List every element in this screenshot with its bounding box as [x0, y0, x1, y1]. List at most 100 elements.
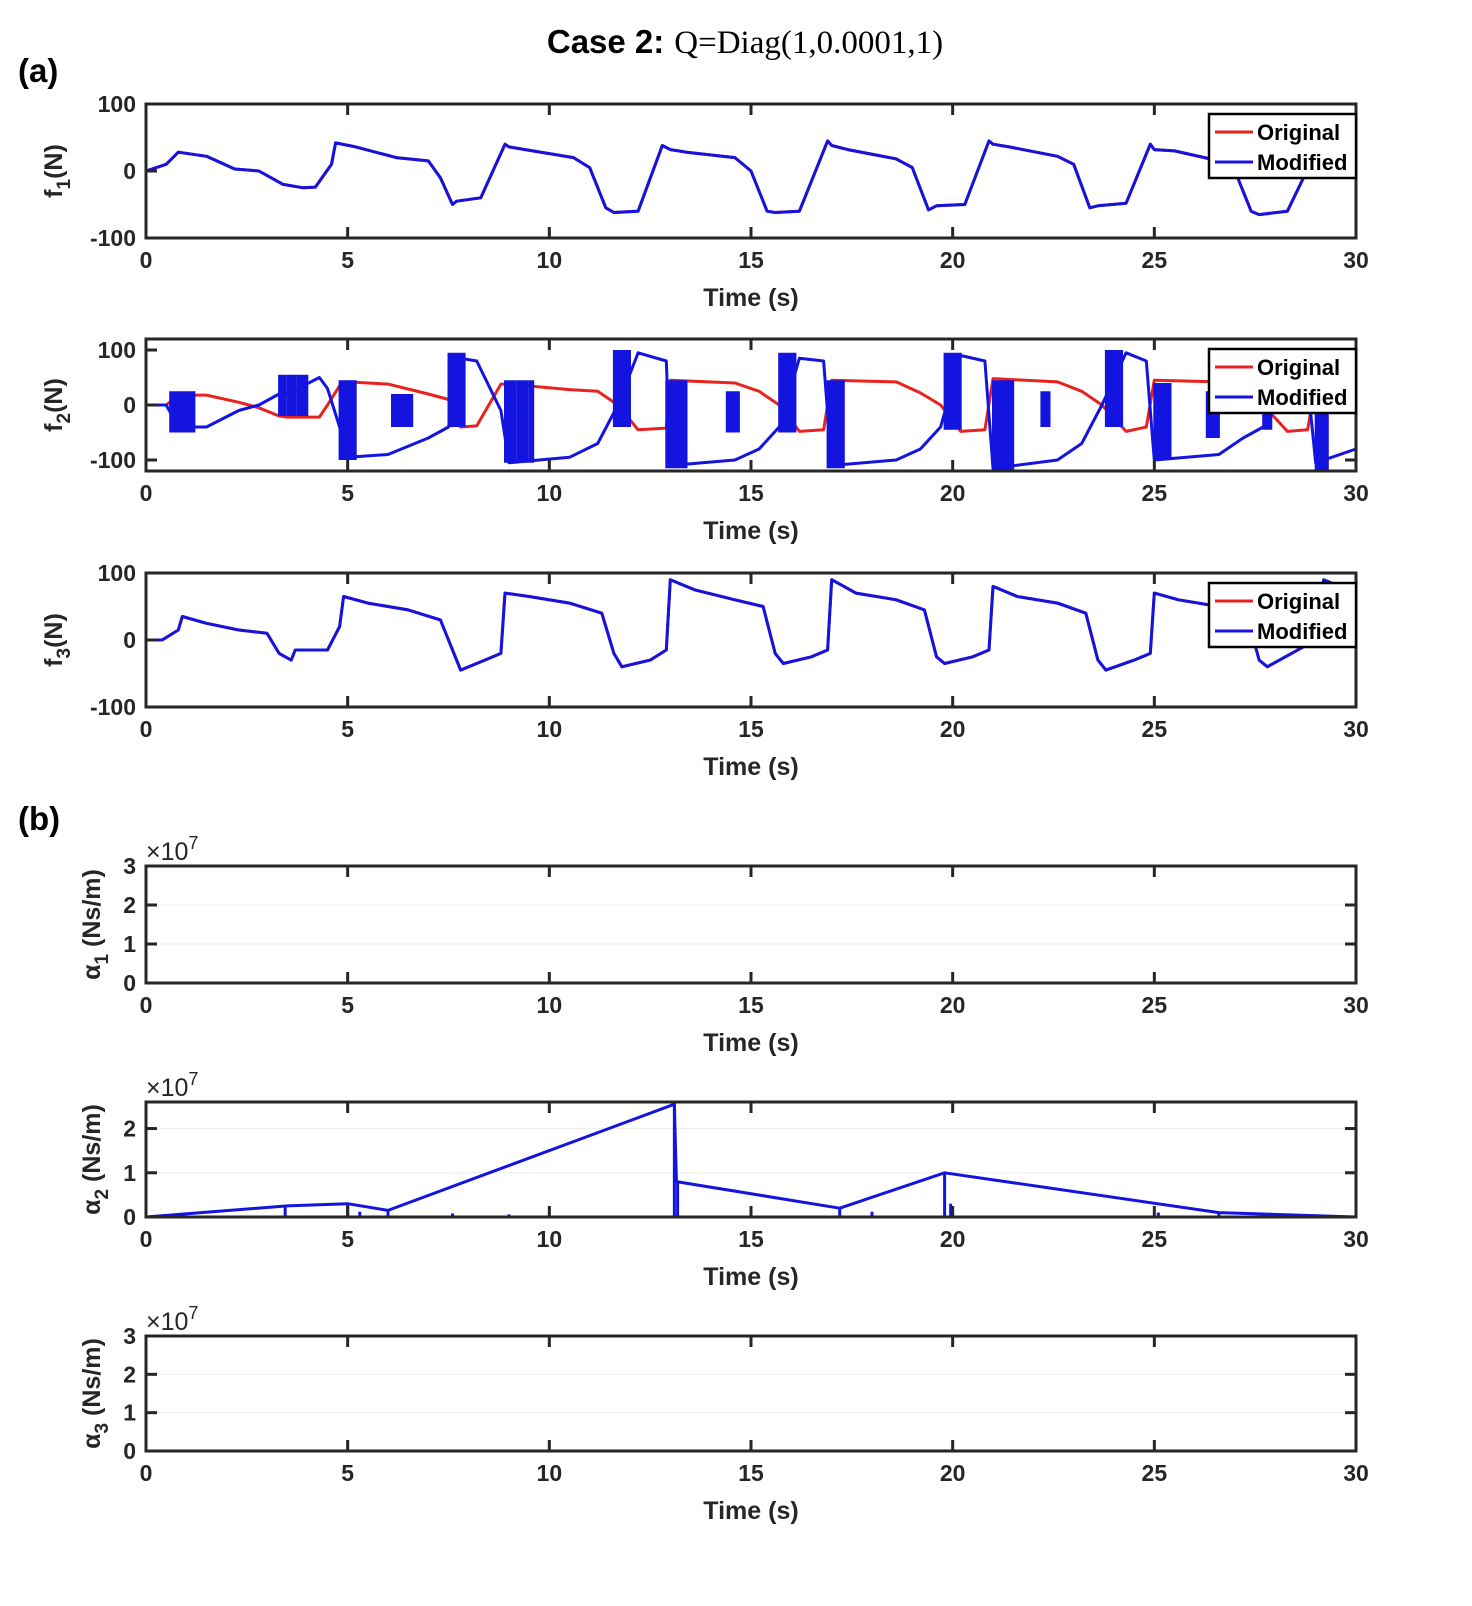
axis-multiplier: ×107 — [146, 833, 198, 866]
y-label-symbol: f — [40, 423, 68, 432]
y-tick-label: -100 — [90, 694, 136, 720]
x-tick-label: 5 — [341, 992, 354, 1018]
y-axis-label: f1(N) — [40, 144, 75, 198]
legend-label-modified: Modified — [1257, 150, 1347, 175]
y-tick-label: 100 — [98, 91, 136, 117]
x-tick-label: 15 — [738, 480, 764, 506]
y-tick-label: -100 — [90, 225, 136, 251]
x-tick-label: 20 — [940, 247, 966, 273]
y-label-subscript: 3 — [92, 1423, 113, 1434]
axis-multiplier: ×107 — [146, 1303, 198, 1336]
y-tick-label: 100 — [98, 337, 136, 363]
oscillation-burst — [391, 394, 414, 427]
oscillation-burst — [612, 350, 631, 427]
y-label-symbol: α — [78, 964, 106, 980]
legend-label-original: Original — [1257, 589, 1340, 614]
x-tick-label: 30 — [1343, 716, 1369, 742]
x-tick-label: 25 — [1142, 480, 1168, 506]
oscillation-burst — [665, 380, 688, 469]
y-tick-label: 3 — [123, 853, 136, 879]
series-line-modified — [146, 578, 1357, 672]
panel-a-label: (a) — [18, 52, 58, 89]
y-label-subscript: 1 — [92, 953, 113, 964]
x-tick-label: 20 — [940, 992, 966, 1018]
x-tick-label: 25 — [1142, 1226, 1168, 1252]
y-tick-label: 100 — [98, 560, 136, 586]
y-axis-label: α1 (Ns/m) — [78, 869, 113, 980]
y-axis-label: f2(N) — [40, 378, 75, 432]
oscillation-burst — [992, 380, 1015, 471]
y-tick-label: 2 — [123, 1361, 136, 1387]
y-tick-label: 0 — [123, 392, 136, 418]
x-tick-label: 25 — [1142, 247, 1168, 273]
oscillation-burst — [338, 380, 357, 460]
oscillation-burst — [1153, 383, 1172, 460]
y-tick-label: 1 — [123, 931, 136, 957]
x-tick-label: 15 — [738, 1226, 764, 1252]
x-tick-label: 20 — [940, 480, 966, 506]
panel-b-label: (b) — [18, 800, 60, 837]
multiplier-exponent: 7 — [188, 1303, 198, 1323]
plot-area — [146, 573, 1356, 707]
y-tick-label: 0 — [123, 158, 136, 184]
plot-area — [146, 1102, 1356, 1217]
series-line-original — [146, 377, 1357, 433]
y-label-unit: (N) — [40, 144, 68, 179]
y-label-unit: (Ns/m) — [78, 1104, 106, 1189]
x-tick-label: 0 — [140, 992, 153, 1018]
legend: Original Modified — [1207, 347, 1358, 415]
y-tick-label: 2 — [123, 892, 136, 918]
title-formula: Q=Diag(1,0.0001,1) — [674, 25, 943, 61]
x-tick-label: 5 — [341, 247, 354, 273]
legend: Original Modified — [1207, 112, 1358, 180]
y-tick-label: 1 — [123, 1160, 136, 1186]
x-tick-label: 30 — [1343, 992, 1369, 1018]
title-case: Case 2: — [547, 23, 664, 60]
x-axis-label: Time (s) — [703, 1263, 798, 1291]
figure-title: Case 2: Q=Diag(1,0.0001,1) — [547, 23, 943, 61]
oscillation-burst — [504, 380, 535, 463]
x-tick-label: 0 — [140, 247, 153, 273]
y-tick-label: 0 — [123, 1438, 136, 1464]
y-tick-label: -100 — [90, 447, 136, 473]
x-tick-label: 20 — [940, 1460, 966, 1486]
x-axis-label: Time (s) — [703, 284, 798, 312]
x-tick-label: 5 — [341, 480, 354, 506]
y-tick-label: 3 — [123, 1323, 136, 1349]
x-tick-label: 15 — [738, 1460, 764, 1486]
x-tick-label: 0 — [140, 480, 153, 506]
oscillation-burst — [169, 391, 196, 433]
multiplier-exponent: 7 — [188, 833, 198, 853]
oscillation-burst — [943, 352, 962, 430]
x-tick-label: 30 — [1343, 480, 1369, 506]
x-tick-label: 5 — [341, 1460, 354, 1486]
multiplier-exponent: 7 — [188, 1069, 198, 1089]
x-tick-label: 10 — [537, 716, 563, 742]
oscillation-burst — [1262, 410, 1273, 430]
y-label-subscript: 2 — [54, 413, 75, 424]
x-tick-label: 15 — [738, 247, 764, 273]
x-axis-label: Time (s) — [703, 1029, 798, 1057]
y-label-subscript: 1 — [54, 178, 75, 189]
x-axis-label: Time (s) — [703, 753, 798, 781]
x-tick-label: 10 — [537, 247, 563, 273]
oscillation-burst — [1040, 391, 1051, 427]
x-tick-label: 15 — [738, 992, 764, 1018]
x-tick-label: 0 — [140, 1460, 153, 1486]
x-tick-label: 10 — [537, 1226, 563, 1252]
x-tick-label: 25 — [1142, 1460, 1168, 1486]
axis-multiplier: ×107 — [146, 1069, 198, 1102]
y-tick-label: 1 — [123, 1400, 136, 1426]
y-axis-label: α2 (Ns/m) — [78, 1104, 113, 1215]
legend-label-modified: Modified — [1257, 385, 1347, 410]
x-tick-label: 20 — [940, 1226, 966, 1252]
x-tick-label: 30 — [1343, 1460, 1369, 1486]
y-label-subscript: 2 — [92, 1189, 113, 1200]
oscillation-burst — [725, 391, 740, 433]
